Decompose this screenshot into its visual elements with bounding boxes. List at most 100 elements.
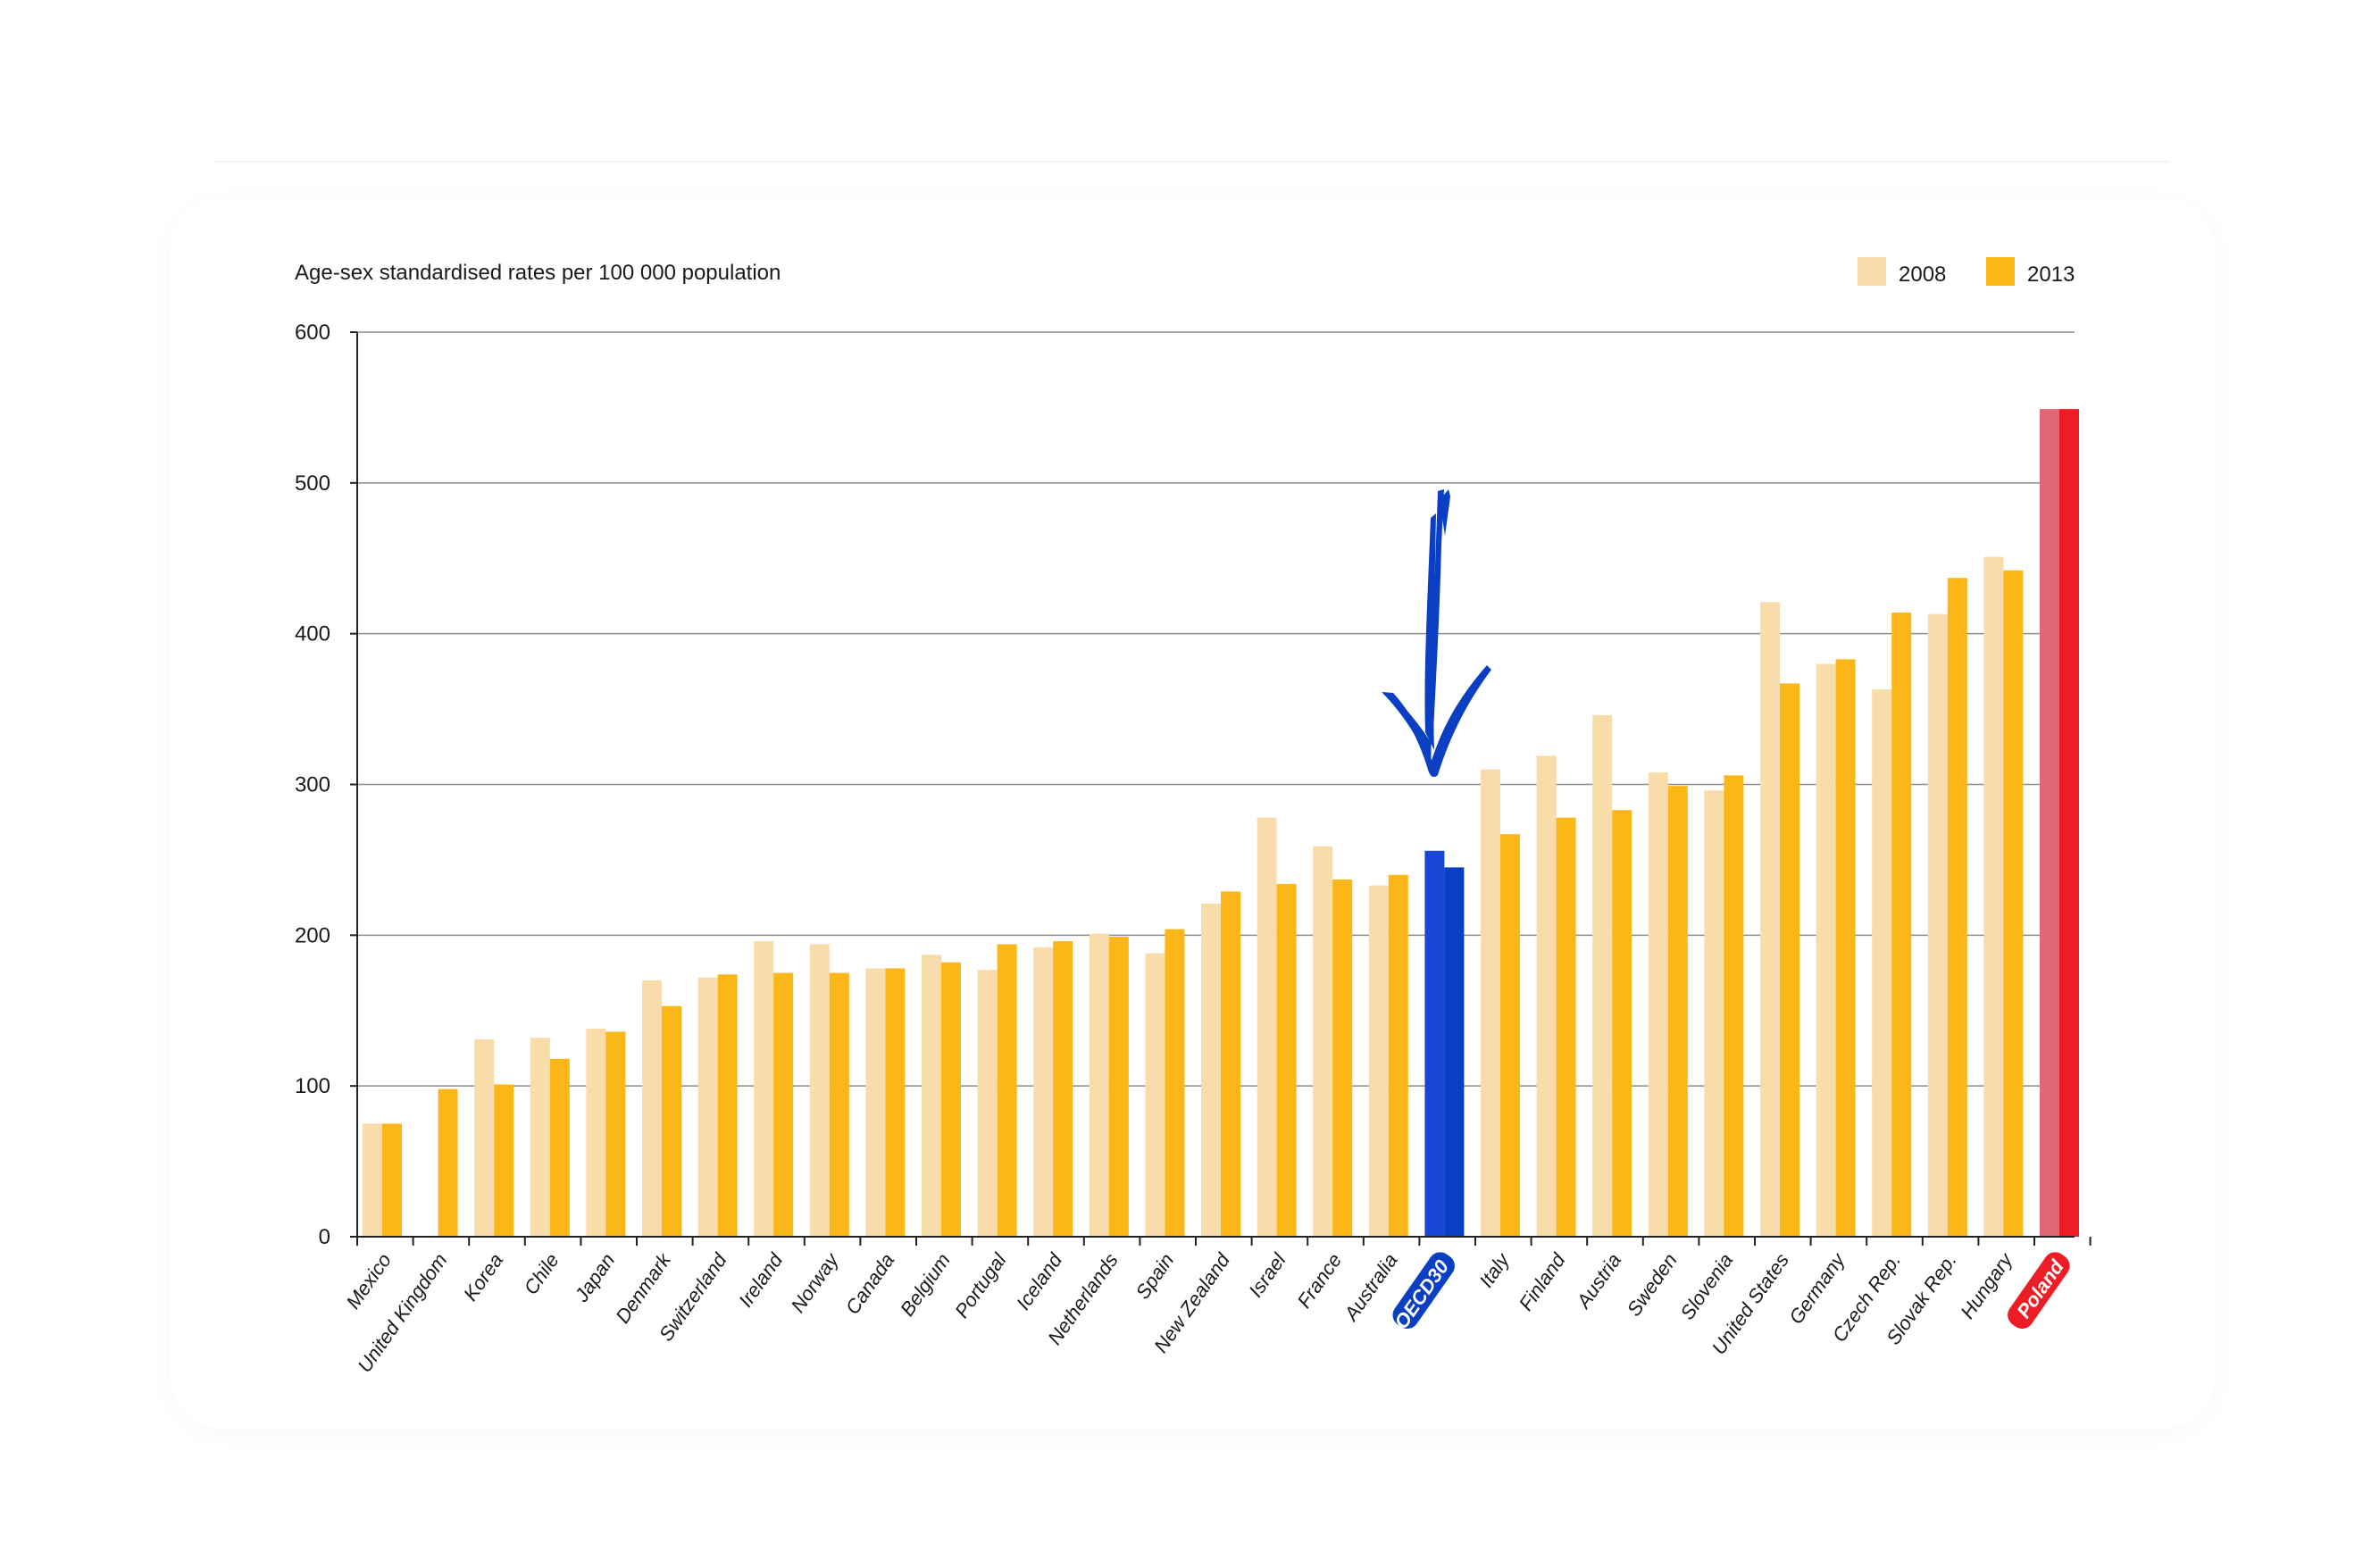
x-label-italy: Italy — [1474, 1247, 1515, 1291]
x-tick-label: Portugal — [950, 1248, 1011, 1322]
y-tick-label: 600 — [295, 321, 330, 345]
bar-2013-israel — [1276, 883, 1297, 1237]
bar-2008-sweden — [1648, 771, 1668, 1237]
x-label-mexico: Mexico — [342, 1249, 396, 1313]
bars — [363, 409, 2079, 1238]
bar-2008-germany — [1816, 663, 1836, 1237]
bar-2008-switzerland — [697, 977, 718, 1237]
x-tick-label: Mexico — [342, 1249, 396, 1313]
axes — [356, 332, 2092, 1246]
bar-2008-poland — [2040, 409, 2059, 1238]
bar-2008-finland — [1536, 755, 1557, 1237]
bar-2008-iceland — [1033, 947, 1054, 1237]
card-top-divider — [214, 161, 2170, 163]
legend-label-2013: 2013 — [2027, 263, 2075, 287]
bar-2013-united-kingdom — [438, 1088, 458, 1237]
bar-2013-australia — [1388, 874, 1408, 1237]
bar-2013-austria — [1612, 810, 1632, 1237]
bar-2008-slovak-rep- — [1927, 613, 1948, 1237]
x-label-israel: Israel — [1244, 1248, 1290, 1301]
y-tick-label: 300 — [295, 773, 330, 797]
bar-2008-chile — [530, 1038, 550, 1237]
y-tick-label: 400 — [295, 622, 330, 646]
legend: 2008 2013 — [1858, 257, 2075, 287]
legend-swatch-2008 — [1858, 257, 1886, 286]
y-tick-label: 0 — [319, 1225, 330, 1249]
x-label-australia: Australia — [1339, 1249, 1402, 1326]
x-label-sweden: Sweden — [1623, 1249, 1682, 1320]
x-label-korea: Korea — [459, 1249, 507, 1305]
x-tick-label: Ireland — [734, 1248, 788, 1311]
bar-2013-netherlands — [1108, 937, 1129, 1237]
x-tick-label: Belgium — [896, 1249, 955, 1320]
bar-2013-chile — [549, 1058, 570, 1237]
bar-2013-switzerland — [717, 974, 738, 1237]
bar-2008-hungary — [1983, 556, 2004, 1237]
bar-2013-poland — [2059, 409, 2079, 1238]
x-tick-label: OECD30 — [1390, 1255, 1453, 1333]
bar-2008-denmark — [642, 980, 662, 1237]
x-label-spain: Spain — [1131, 1249, 1179, 1303]
bar-2008-korea — [474, 1038, 495, 1237]
bar-2013-mexico — [382, 1123, 402, 1237]
x-tick-label: Slovenia — [1676, 1249, 1738, 1323]
legend-swatch-2013 — [1986, 257, 2015, 286]
bar-2008-canada — [865, 968, 886, 1237]
bar-2013-oecd30 — [1444, 867, 1465, 1237]
y-tick-label: 200 — [295, 923, 330, 947]
y-axis-label: Age-sex standardised rates per 100 000 p… — [295, 261, 781, 285]
bar-2013-canada — [885, 968, 906, 1237]
x-tick-label: Australia — [1339, 1249, 1402, 1326]
bar-2008-portugal — [977, 970, 998, 1237]
x-label-belgium: Belgium — [896, 1249, 955, 1320]
bar-2013-portugal — [997, 944, 1017, 1237]
bar-2008-spain — [1145, 953, 1165, 1237]
x-label-chile: Chile — [520, 1249, 564, 1298]
x-label-highlight-pill — [1392, 1252, 1455, 1329]
bar-2013-finland — [1556, 817, 1576, 1237]
bar-2008-norway — [809, 944, 830, 1237]
x-tick-label: Finland — [1515, 1248, 1570, 1314]
bar-2013-france — [1332, 879, 1353, 1237]
bar-2008-oecd30 — [1424, 850, 1445, 1237]
bar-2013-denmark — [662, 1005, 681, 1237]
x-tick-label: Israel — [1244, 1248, 1290, 1301]
bar-2013-new-zealand — [1221, 891, 1240, 1237]
x-tick-label: Canada — [841, 1249, 899, 1318]
bar-2008-israel — [1257, 817, 1277, 1237]
bar-2013-czech-rep- — [1891, 613, 1912, 1237]
x-tick-label: Iceland — [1012, 1248, 1067, 1314]
bar-2008-italy — [1481, 769, 1500, 1237]
bar-2008-slovenia — [1704, 790, 1724, 1237]
bar-2013-germany — [1835, 659, 1856, 1237]
legend-label-2008: 2008 — [1899, 263, 1946, 287]
bar-2013-hungary — [2003, 570, 2024, 1237]
bar-2013-belgium — [941, 962, 961, 1237]
bar-2008-france — [1313, 846, 1333, 1237]
bar-2008-austria — [1592, 714, 1613, 1237]
bar-2013-japan — [605, 1031, 626, 1237]
bar-2013-spain — [1165, 929, 1185, 1237]
bar-2008-new-zealand — [1201, 903, 1221, 1237]
y-axis-ticks: 0 100 200 300 400 500 600 — [295, 321, 357, 1249]
bar-2013-norway — [829, 972, 849, 1237]
bar-2008-czech-rep- — [1872, 689, 1892, 1237]
hand-drawn-down-arrow-icon — [1382, 489, 1491, 777]
x-tick-label: Norway — [787, 1247, 844, 1316]
x-tick-label: Austria — [1571, 1249, 1625, 1314]
bar-2013-italy — [1500, 834, 1520, 1237]
bar-2013-slovak-rep- — [1947, 578, 1967, 1237]
x-label-japan: Japan — [570, 1249, 619, 1306]
bar-2013-ireland — [773, 972, 794, 1237]
x-tick-label: France — [1292, 1249, 1346, 1312]
bar-2008-mexico — [363, 1123, 382, 1237]
x-tick-label: Sweden — [1623, 1249, 1682, 1320]
x-label-slovenia: Slovenia — [1676, 1249, 1738, 1323]
x-tick-label: Italy — [1474, 1247, 1515, 1291]
x-label-ireland: Ireland — [734, 1248, 788, 1311]
bar-2008-ireland — [754, 941, 774, 1237]
x-label-portugal: Portugal — [950, 1248, 1011, 1322]
x-tick-label: Japan — [570, 1249, 619, 1306]
